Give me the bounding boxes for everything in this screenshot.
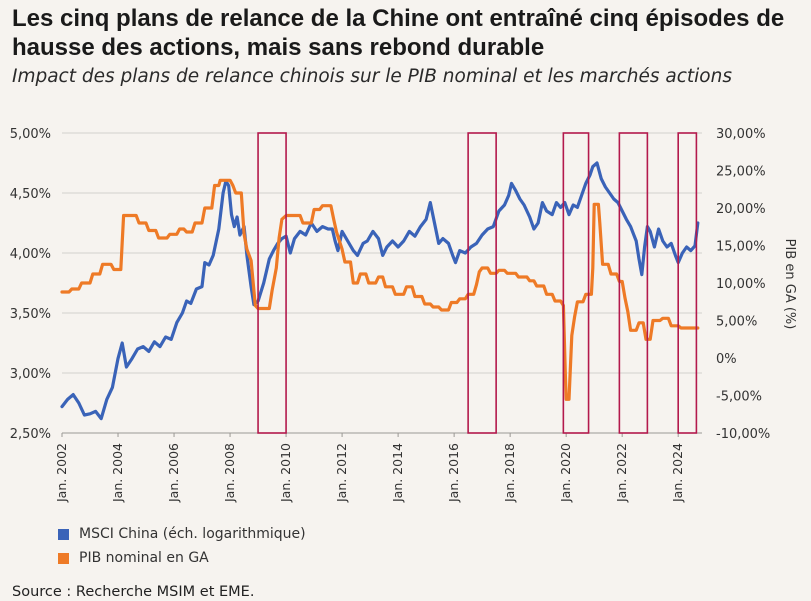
stimulus-periods: [257, 132, 698, 434]
legend-item-pib: PIB nominal en GA: [58, 546, 306, 570]
left-tick-label: 3,50%: [10, 307, 51, 322]
left-tick-label: 3,00%: [10, 367, 51, 382]
x-axis-ticks: Jan. 2002 Jan. 2004 Jan. 2006 Jan. 2008 Jan.…: [54, 433, 685, 503]
x-tick-label: Jan. 2004: [110, 443, 125, 503]
stimulus-period-box: [257, 132, 287, 434]
x-tick-label: Jan. 2022: [614, 443, 629, 503]
x-tick-label: Jan. 2024: [670, 443, 685, 503]
stimulus-period-box: [677, 132, 698, 434]
stimulus-period-box: [562, 132, 590, 434]
legend-swatch-msci: [58, 528, 69, 540]
stimulus-period-box: [467, 132, 497, 434]
right-tick-label: 25,00%: [716, 165, 766, 180]
chart-canvas: 2,50% 3,00% 3,50% 4,00% 4,50% 5,00% -10,00% -5…: [10, 127, 797, 503]
x-tick-label: Jan. 2018: [502, 443, 517, 503]
series-line-pib: [60, 178, 700, 401]
x-tick-label: Jan. 2002: [54, 443, 69, 503]
series-lines: [60, 161, 700, 421]
x-tick-label: Jan. 2014: [390, 443, 405, 503]
legend-swatch-pib: [58, 552, 69, 564]
x-tick-label: Jan. 2020: [558, 443, 573, 503]
right-tick-label: 0%: [716, 352, 737, 367]
left-tick-label: 5,00%: [10, 127, 51, 142]
x-tick-label: Jan. 2006: [166, 443, 181, 503]
right-tick-label: -10,00%: [716, 427, 770, 442]
right-tick-label: -5,00%: [716, 390, 762, 405]
right-tick-label: 15,00%: [716, 240, 766, 255]
chart-subtitle: Impact des plans de relance chinois sur …: [12, 66, 732, 87]
gridlines: [62, 132, 702, 434]
x-tick-label: Jan. 2010: [278, 443, 293, 503]
legend-label-msci: MSCI China (éch. logarithmique): [79, 526, 306, 542]
legend-label-pib: PIB nominal en GA: [79, 550, 209, 566]
series-line-msci: [60, 161, 700, 421]
legend: MSCI China (éch. logarithmique) PIB nomi…: [58, 522, 306, 570]
right-tick-label: 5,00%: [716, 315, 757, 330]
right-axis-label: PIB en GA (%): [782, 239, 797, 330]
left-tick-label: 2,50%: [10, 427, 51, 442]
left-axis-ticks: 2,50% 3,00% 3,50% 4,00% 4,50% 5,00%: [10, 127, 51, 442]
right-tick-label: 20,00%: [716, 202, 766, 217]
x-tick-label: Jan. 2012: [334, 443, 349, 503]
x-tick-label: Jan. 2008: [222, 443, 237, 503]
left-tick-label: 4,50%: [10, 187, 51, 202]
left-tick-label: 4,00%: [10, 247, 51, 262]
source-note: Source : Recherche MSIM et EME.: [12, 584, 255, 600]
x-tick-label: Jan. 2016: [446, 443, 461, 503]
legend-item-msci: MSCI China (éch. logarithmique): [58, 522, 306, 546]
right-tick-label: 30,00%: [716, 127, 766, 142]
right-axis-ticks: -10,00% -5,00% 0% 5,00% 10,00% 15,00% 20,00% 25…: [716, 127, 770, 442]
chart-title: Les cinq plans de relance de la Chine on…: [12, 5, 785, 61]
right-tick-label: 10,00%: [716, 277, 766, 292]
stimulus-period-box: [618, 132, 649, 434]
